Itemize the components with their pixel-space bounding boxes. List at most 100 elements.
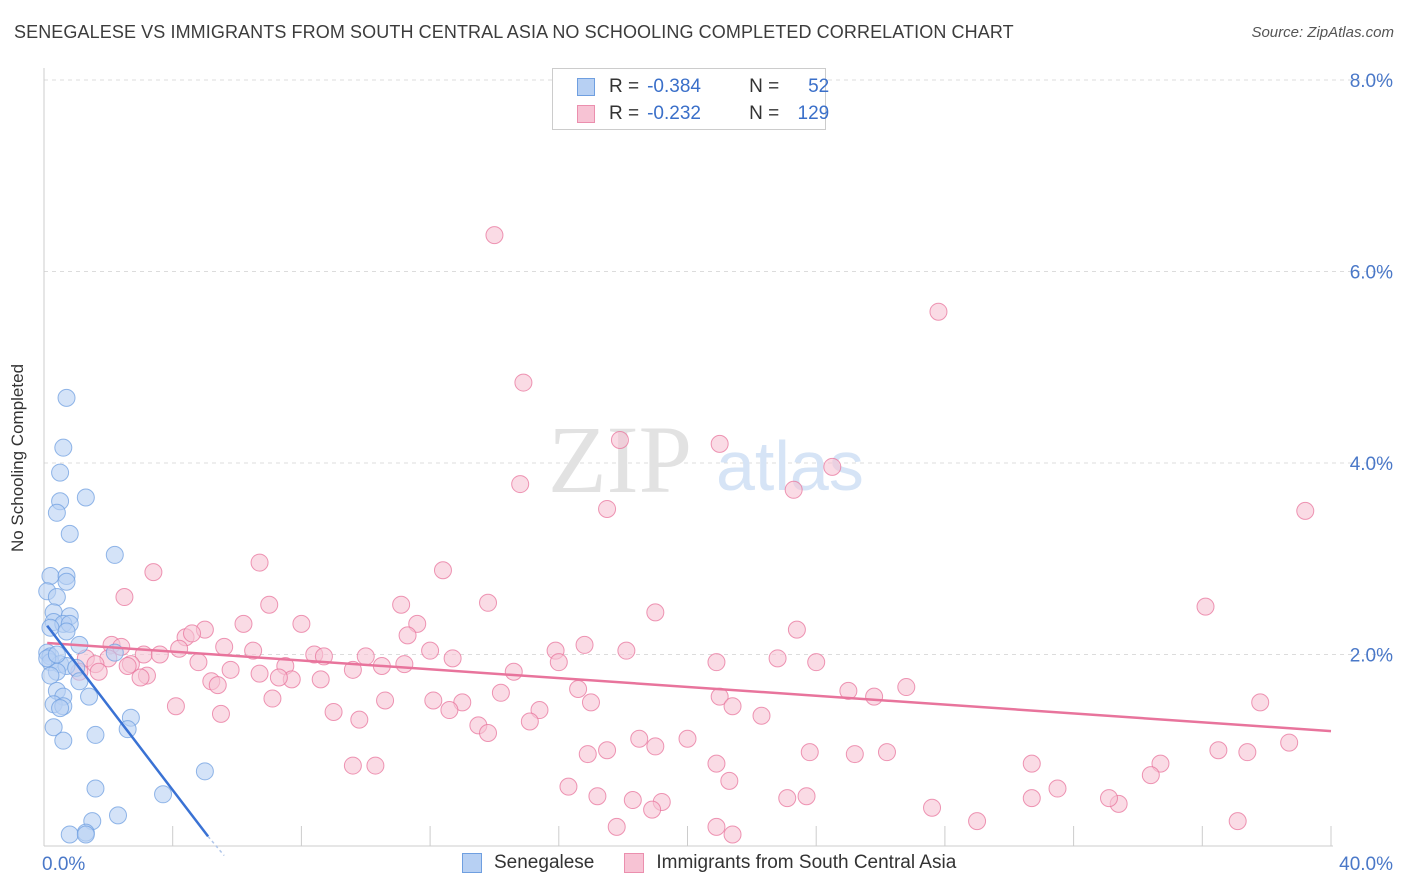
data-point — [60, 524, 79, 543]
data-point — [376, 691, 395, 710]
data-point — [366, 756, 385, 775]
x-tick-label-min: 0.0% — [42, 854, 85, 875]
data-point — [845, 745, 864, 764]
n-label: N = — [749, 76, 780, 97]
gridlines — [44, 79, 1392, 655]
data-point — [479, 593, 498, 612]
data-point — [559, 777, 578, 796]
data-point — [1238, 743, 1257, 762]
trend-line-immigrants — [47, 641, 1332, 733]
data-point — [54, 438, 73, 457]
stats-row-immigrants: R = -0.232 N = 129 — [577, 102, 829, 126]
data-point — [588, 787, 607, 806]
r-value: -0.232 — [647, 103, 701, 124]
legend-label: Immigrants from South Central Asia — [656, 852, 957, 873]
data-point — [221, 660, 240, 679]
data-point — [76, 488, 95, 507]
data-points — [38, 226, 1315, 844]
data-point — [839, 681, 858, 700]
data-point — [57, 572, 76, 591]
data-point — [1141, 766, 1160, 785]
data-point — [504, 662, 523, 681]
data-point — [424, 691, 443, 710]
n-value: 52 — [808, 76, 830, 97]
data-point — [520, 712, 539, 731]
data-point — [356, 647, 375, 666]
series-legend: Senegalese Immigrants from South Central… — [462, 852, 986, 874]
data-point — [865, 687, 884, 706]
data-point — [150, 645, 169, 664]
y-tick-label: 2.0% — [1350, 646, 1393, 667]
data-point — [678, 729, 697, 748]
data-point — [47, 503, 66, 522]
data-point — [57, 388, 76, 407]
data-point — [479, 724, 498, 743]
data-point — [408, 614, 427, 633]
data-point — [263, 689, 282, 708]
data-point — [215, 637, 234, 656]
data-point — [929, 302, 948, 321]
data-point — [768, 649, 787, 668]
source-note: Source: ZipAtlas.com — [1251, 24, 1394, 41]
data-point — [76, 825, 95, 844]
data-point — [154, 785, 173, 804]
legend-swatch-immigrants — [624, 853, 645, 873]
series-points-senegalese — [38, 388, 214, 844]
data-point — [343, 660, 362, 679]
data-point — [787, 620, 806, 639]
r-label: R = — [609, 76, 640, 97]
data-point — [707, 817, 726, 836]
data-point — [86, 779, 105, 798]
data-point — [421, 641, 440, 660]
data-point — [514, 373, 533, 392]
data-point — [260, 595, 279, 614]
stats-legend: R = -0.384 N = 52 R = -0.232 N = 129 — [552, 68, 830, 130]
data-point — [643, 800, 662, 819]
data-point — [443, 649, 462, 668]
data-point — [51, 463, 70, 482]
data-point — [144, 563, 163, 582]
data-point — [646, 603, 665, 622]
data-point — [1296, 501, 1315, 520]
data-point — [1022, 789, 1041, 808]
data-point — [1099, 789, 1118, 808]
data-point — [166, 697, 185, 716]
data-point — [1228, 812, 1247, 831]
data-point — [1048, 779, 1067, 798]
data-point — [269, 668, 288, 687]
data-point — [131, 668, 150, 687]
data-point — [1280, 733, 1299, 752]
n-label: N = — [749, 103, 780, 124]
data-point — [440, 701, 459, 720]
data-point — [823, 457, 842, 476]
data-point — [707, 754, 726, 773]
data-point — [1022, 754, 1041, 773]
data-point — [343, 756, 362, 775]
watermark-zip: ZIP — [548, 406, 692, 513]
legend-item-immigrants: Immigrants from South Central Asia — [624, 852, 956, 874]
data-point — [723, 825, 742, 844]
data-point — [800, 743, 819, 762]
data-point — [720, 771, 739, 790]
data-point — [105, 545, 124, 564]
data-point — [784, 480, 803, 499]
data-point — [617, 641, 636, 660]
data-point — [1209, 741, 1228, 760]
data-point — [47, 588, 66, 607]
data-point — [752, 706, 771, 725]
data-point — [923, 798, 942, 817]
data-point — [183, 624, 202, 643]
data-point — [54, 731, 73, 750]
data-point — [877, 743, 896, 762]
trend-line-senegalese-extension — [207, 835, 225, 857]
data-point — [70, 672, 89, 691]
y-tick-label: 8.0% — [1350, 71, 1393, 92]
data-point — [195, 762, 214, 781]
data-point — [530, 701, 549, 720]
data-point — [244, 641, 263, 660]
data-point — [646, 737, 665, 756]
data-point — [60, 825, 79, 844]
data-point — [57, 622, 76, 641]
data-point — [511, 475, 530, 494]
legend-item-senegalese: Senegalese — [462, 852, 594, 874]
